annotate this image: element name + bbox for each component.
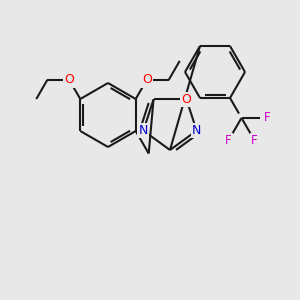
Text: F: F <box>264 111 271 124</box>
Text: F: F <box>225 134 232 147</box>
Text: O: O <box>182 93 191 106</box>
Text: N: N <box>192 124 201 137</box>
Text: N: N <box>139 124 148 137</box>
Text: F: F <box>251 134 258 147</box>
Text: O: O <box>142 74 152 86</box>
Text: O: O <box>64 74 74 86</box>
